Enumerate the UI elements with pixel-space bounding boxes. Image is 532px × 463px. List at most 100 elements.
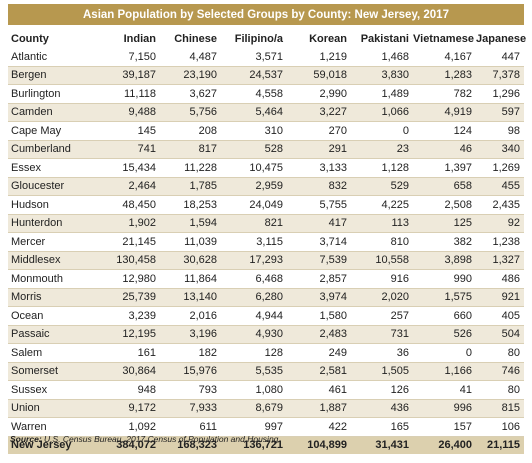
- table-cell: 1,887: [319, 402, 347, 415]
- county-name: Atlantic: [11, 50, 48, 63]
- table-row: Morris 25,739 13,140 6,280 3,974 2,020 1,575 92…: [8, 288, 524, 307]
- table-cell: 2,508: [444, 198, 472, 211]
- table-row: Middlesex 130,458 30,628 17,293 7,539 10,558 3…: [8, 251, 524, 270]
- table-cell: 1,580: [319, 309, 347, 322]
- table-row: Hunterdon 1,902 1,594 821 417 113 125 92: [8, 214, 524, 233]
- table-row: Gloucester 2,464 1,785 2,959 832 529 658 455: [8, 177, 524, 196]
- table-cell: 3,115: [256, 235, 283, 248]
- table-cell: 1,575: [444, 291, 472, 304]
- table-cell: 2,483: [319, 328, 347, 341]
- table-cell: 9,172: [128, 402, 156, 415]
- column-header: Filipino/a: [234, 33, 283, 45]
- table-row: Burlington 11,118 3,627 4,558 2,990 1,489 782 1…: [8, 85, 524, 103]
- table-cell: 1,327: [492, 254, 520, 267]
- table-cell: 793: [198, 383, 217, 396]
- table-cell: 1,397: [444, 161, 472, 174]
- table-cell: 2,464: [128, 180, 156, 193]
- table-cell: 130,458: [116, 254, 156, 267]
- table-cell: 21,145: [122, 235, 156, 248]
- table-cell: 1,066: [381, 106, 409, 119]
- table-cell: 59,018: [313, 69, 347, 82]
- table-row: Bergen 39,187 23,190 24,537 59,018 3,830 1,283…: [8, 66, 524, 85]
- table-cell: 597: [501, 106, 520, 119]
- table-cell: 2,990: [319, 87, 347, 100]
- table-cell: 8,679: [255, 402, 283, 415]
- table-cell: 0: [402, 124, 409, 137]
- table-cell: 92: [507, 217, 520, 230]
- table-cell: 80: [507, 383, 520, 396]
- table-cell: 30,628: [183, 254, 217, 267]
- table-cell: 11,864: [184, 272, 217, 285]
- table-cell: 98: [507, 124, 520, 137]
- table-row: Mercer 21,145 11,039 3,115 3,714 810 382 1,238: [8, 233, 524, 251]
- table-cell: 2,016: [189, 309, 217, 322]
- table-cell: 340: [501, 143, 520, 156]
- table-cell: 145: [137, 124, 156, 137]
- table-cell: 817: [198, 143, 217, 156]
- table-row: Ocean 3,239 2,016 4,944 1,580 257 660 405: [8, 307, 524, 325]
- column-header: Indian: [123, 33, 156, 45]
- table-cell: 1,296: [492, 87, 520, 100]
- table-cell: 528: [264, 143, 283, 156]
- table-cell: 3,714: [319, 235, 347, 248]
- table-row: Cumberland 741 817 528 291 23 46 340: [8, 140, 524, 159]
- table-cell: 17,293: [249, 254, 283, 267]
- table-cell: 10,558: [375, 254, 409, 267]
- source-label: Source:: [10, 434, 42, 444]
- table-cell: 15,976: [183, 365, 217, 378]
- table-cell: 4,919: [444, 106, 472, 119]
- table-cell: 270: [328, 124, 347, 137]
- table-cell: 41: [459, 383, 472, 396]
- county-name: Monmouth: [11, 272, 63, 285]
- table-cell: 921: [501, 291, 520, 304]
- column-header: Korean: [309, 33, 347, 45]
- table-cell: 257: [390, 309, 409, 322]
- population-table: County Indian Chinese Filipino/a Korean Pakis…: [8, 30, 526, 454]
- table-cell: 529: [390, 180, 409, 193]
- table-cell: 182: [198, 346, 217, 359]
- table-cell: 36: [396, 346, 409, 359]
- table-cell: 48,450: [122, 198, 156, 211]
- source-text: U.S. Census Bureau, 2017 Census of Popul…: [44, 434, 279, 444]
- table-cell: 405: [501, 309, 520, 322]
- table-cell: 3,571: [255, 50, 283, 63]
- county-name: Hudson: [11, 198, 49, 211]
- column-header: Chinese: [174, 33, 217, 45]
- table-cell: 1,092: [128, 420, 156, 433]
- table-cell: 46: [459, 143, 472, 156]
- table-cell: 2,020: [381, 291, 409, 304]
- table-cell: 658: [453, 180, 472, 193]
- total-row: New Jersey 384,072 168,323 136,721 104,899 31…: [8, 436, 524, 454]
- table-cell: 2,857: [319, 272, 347, 285]
- total-cell: 21,115: [486, 439, 520, 452]
- county-name: Passaic: [11, 328, 50, 341]
- table-cell: 1,238: [492, 235, 520, 248]
- table-cell: 1,489: [381, 87, 409, 100]
- county-name: Middlesex: [11, 254, 61, 267]
- table-cell: 948: [137, 383, 156, 396]
- table-cell: 291: [328, 143, 347, 156]
- county-name: Hunterdon: [11, 217, 63, 230]
- table-title: Asian Population by Selected Groups by C…: [8, 4, 524, 25]
- table-row: Salem 161 182 128 249 36 0 80: [8, 344, 524, 362]
- table-row: Sussex 948 793 1,080 461 126 41 80: [8, 381, 524, 399]
- table-cell: 447: [501, 50, 520, 63]
- table-cell: 7,378: [492, 69, 520, 82]
- county-name: Burlington: [11, 87, 61, 100]
- total-cell: 384,072: [116, 439, 156, 452]
- table-cell: 4,167: [444, 50, 472, 63]
- total-cell: 26,400: [438, 439, 472, 452]
- table-cell: 486: [501, 272, 520, 285]
- county-name: Ocean: [11, 309, 44, 322]
- table-cell: 7,150: [128, 50, 156, 63]
- table-cell: 13,140: [183, 291, 217, 304]
- county-name: Cape May: [11, 124, 62, 137]
- table-row: Camden 9,488 5,756 5,464 3,227 1,066 4,919 597: [8, 103, 524, 122]
- table-cell: 2,959: [255, 180, 283, 193]
- table-cell: 3,227: [319, 106, 347, 119]
- table-cell: 80: [507, 346, 520, 359]
- table-cell: 1,219: [319, 50, 347, 63]
- table-cell: 4,944: [255, 309, 283, 322]
- table-cell: 157: [453, 420, 472, 433]
